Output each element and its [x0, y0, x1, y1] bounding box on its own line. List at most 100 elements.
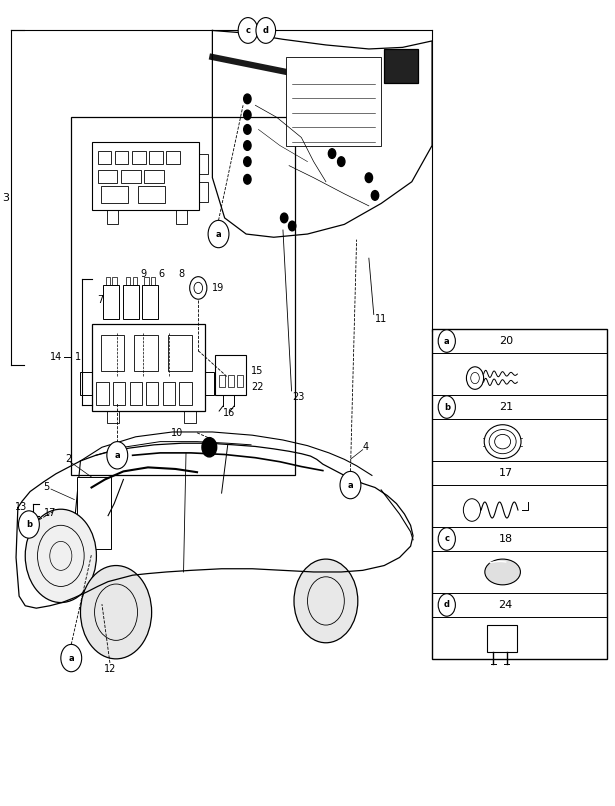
Circle shape: [438, 528, 455, 550]
Bar: [98, 152, 111, 164]
Bar: [92, 324, 205, 411]
Circle shape: [288, 221, 296, 231]
Text: 16: 16: [223, 408, 236, 418]
Bar: [237, 375, 243, 387]
Text: 18: 18: [499, 534, 513, 544]
Bar: [138, 185, 165, 203]
Bar: [228, 375, 234, 387]
Text: 4: 4: [363, 442, 369, 452]
Text: b: b: [26, 520, 32, 529]
Text: 5: 5: [44, 482, 50, 492]
Text: d: d: [444, 600, 450, 609]
Text: 3: 3: [2, 193, 9, 203]
Circle shape: [244, 157, 251, 167]
Circle shape: [371, 190, 379, 200]
Bar: [113, 382, 125, 405]
Circle shape: [294, 559, 358, 642]
Text: 24: 24: [499, 600, 513, 610]
Circle shape: [61, 644, 82, 671]
Bar: [149, 152, 163, 164]
Text: 17: 17: [44, 509, 56, 518]
Circle shape: [244, 110, 251, 120]
Bar: [113, 276, 117, 285]
Text: d: d: [263, 26, 269, 35]
Bar: [215, 355, 246, 395]
Text: a: a: [347, 480, 353, 489]
Bar: [286, 57, 381, 146]
Text: 11: 11: [375, 314, 387, 323]
Ellipse shape: [494, 434, 510, 449]
Circle shape: [280, 213, 288, 222]
Circle shape: [365, 172, 373, 182]
Bar: [126, 276, 130, 285]
Bar: [115, 152, 129, 164]
Text: 7: 7: [97, 295, 103, 305]
Bar: [151, 276, 156, 285]
Text: a: a: [444, 337, 450, 346]
Text: 6: 6: [159, 269, 165, 279]
Text: 13: 13: [15, 502, 27, 512]
Text: 12: 12: [104, 663, 116, 674]
Bar: [167, 152, 180, 164]
Circle shape: [208, 220, 229, 247]
Bar: [169, 334, 191, 371]
Text: 22: 22: [251, 382, 264, 392]
Text: c: c: [245, 26, 250, 35]
Bar: [146, 382, 159, 405]
Bar: [205, 372, 214, 395]
Text: a: a: [68, 654, 74, 663]
Text: 21: 21: [499, 402, 513, 412]
Bar: [179, 382, 191, 405]
Bar: [124, 285, 140, 318]
Bar: [132, 152, 146, 164]
Circle shape: [107, 442, 128, 469]
Bar: [77, 477, 111, 550]
Ellipse shape: [485, 559, 520, 585]
Ellipse shape: [484, 425, 521, 459]
Bar: [107, 210, 118, 224]
Circle shape: [438, 330, 455, 352]
Circle shape: [340, 472, 361, 499]
Bar: [101, 185, 129, 203]
Text: 10: 10: [171, 428, 183, 438]
Bar: [98, 170, 117, 183]
Text: a: a: [114, 451, 120, 459]
Circle shape: [328, 149, 336, 159]
Bar: [199, 154, 208, 173]
Text: 2: 2: [65, 455, 71, 464]
Bar: [218, 375, 224, 387]
Bar: [130, 382, 142, 405]
Circle shape: [256, 18, 276, 44]
Circle shape: [238, 18, 258, 44]
Circle shape: [244, 141, 251, 151]
Text: 19: 19: [212, 283, 224, 293]
Circle shape: [25, 509, 97, 603]
Bar: [71, 118, 295, 476]
Bar: [97, 382, 109, 405]
Bar: [384, 49, 418, 83]
Bar: [133, 276, 137, 285]
Bar: [176, 210, 187, 224]
Circle shape: [202, 438, 216, 457]
Text: 14: 14: [50, 352, 62, 362]
Bar: [106, 276, 110, 285]
Circle shape: [438, 594, 455, 617]
Bar: [121, 170, 141, 183]
Text: 15: 15: [251, 366, 263, 376]
Circle shape: [81, 566, 152, 659]
Bar: [432, 329, 607, 659]
Bar: [92, 142, 199, 210]
Bar: [135, 334, 158, 371]
Bar: [145, 170, 164, 183]
Text: 8: 8: [178, 269, 184, 279]
Bar: [101, 334, 124, 371]
Text: b: b: [444, 402, 450, 412]
Bar: [163, 382, 175, 405]
Text: 17: 17: [499, 468, 513, 478]
Text: a: a: [216, 230, 221, 239]
Bar: [107, 411, 119, 423]
Bar: [103, 285, 119, 318]
Circle shape: [18, 511, 39, 538]
Text: 1: 1: [75, 352, 81, 362]
Bar: [142, 285, 158, 318]
